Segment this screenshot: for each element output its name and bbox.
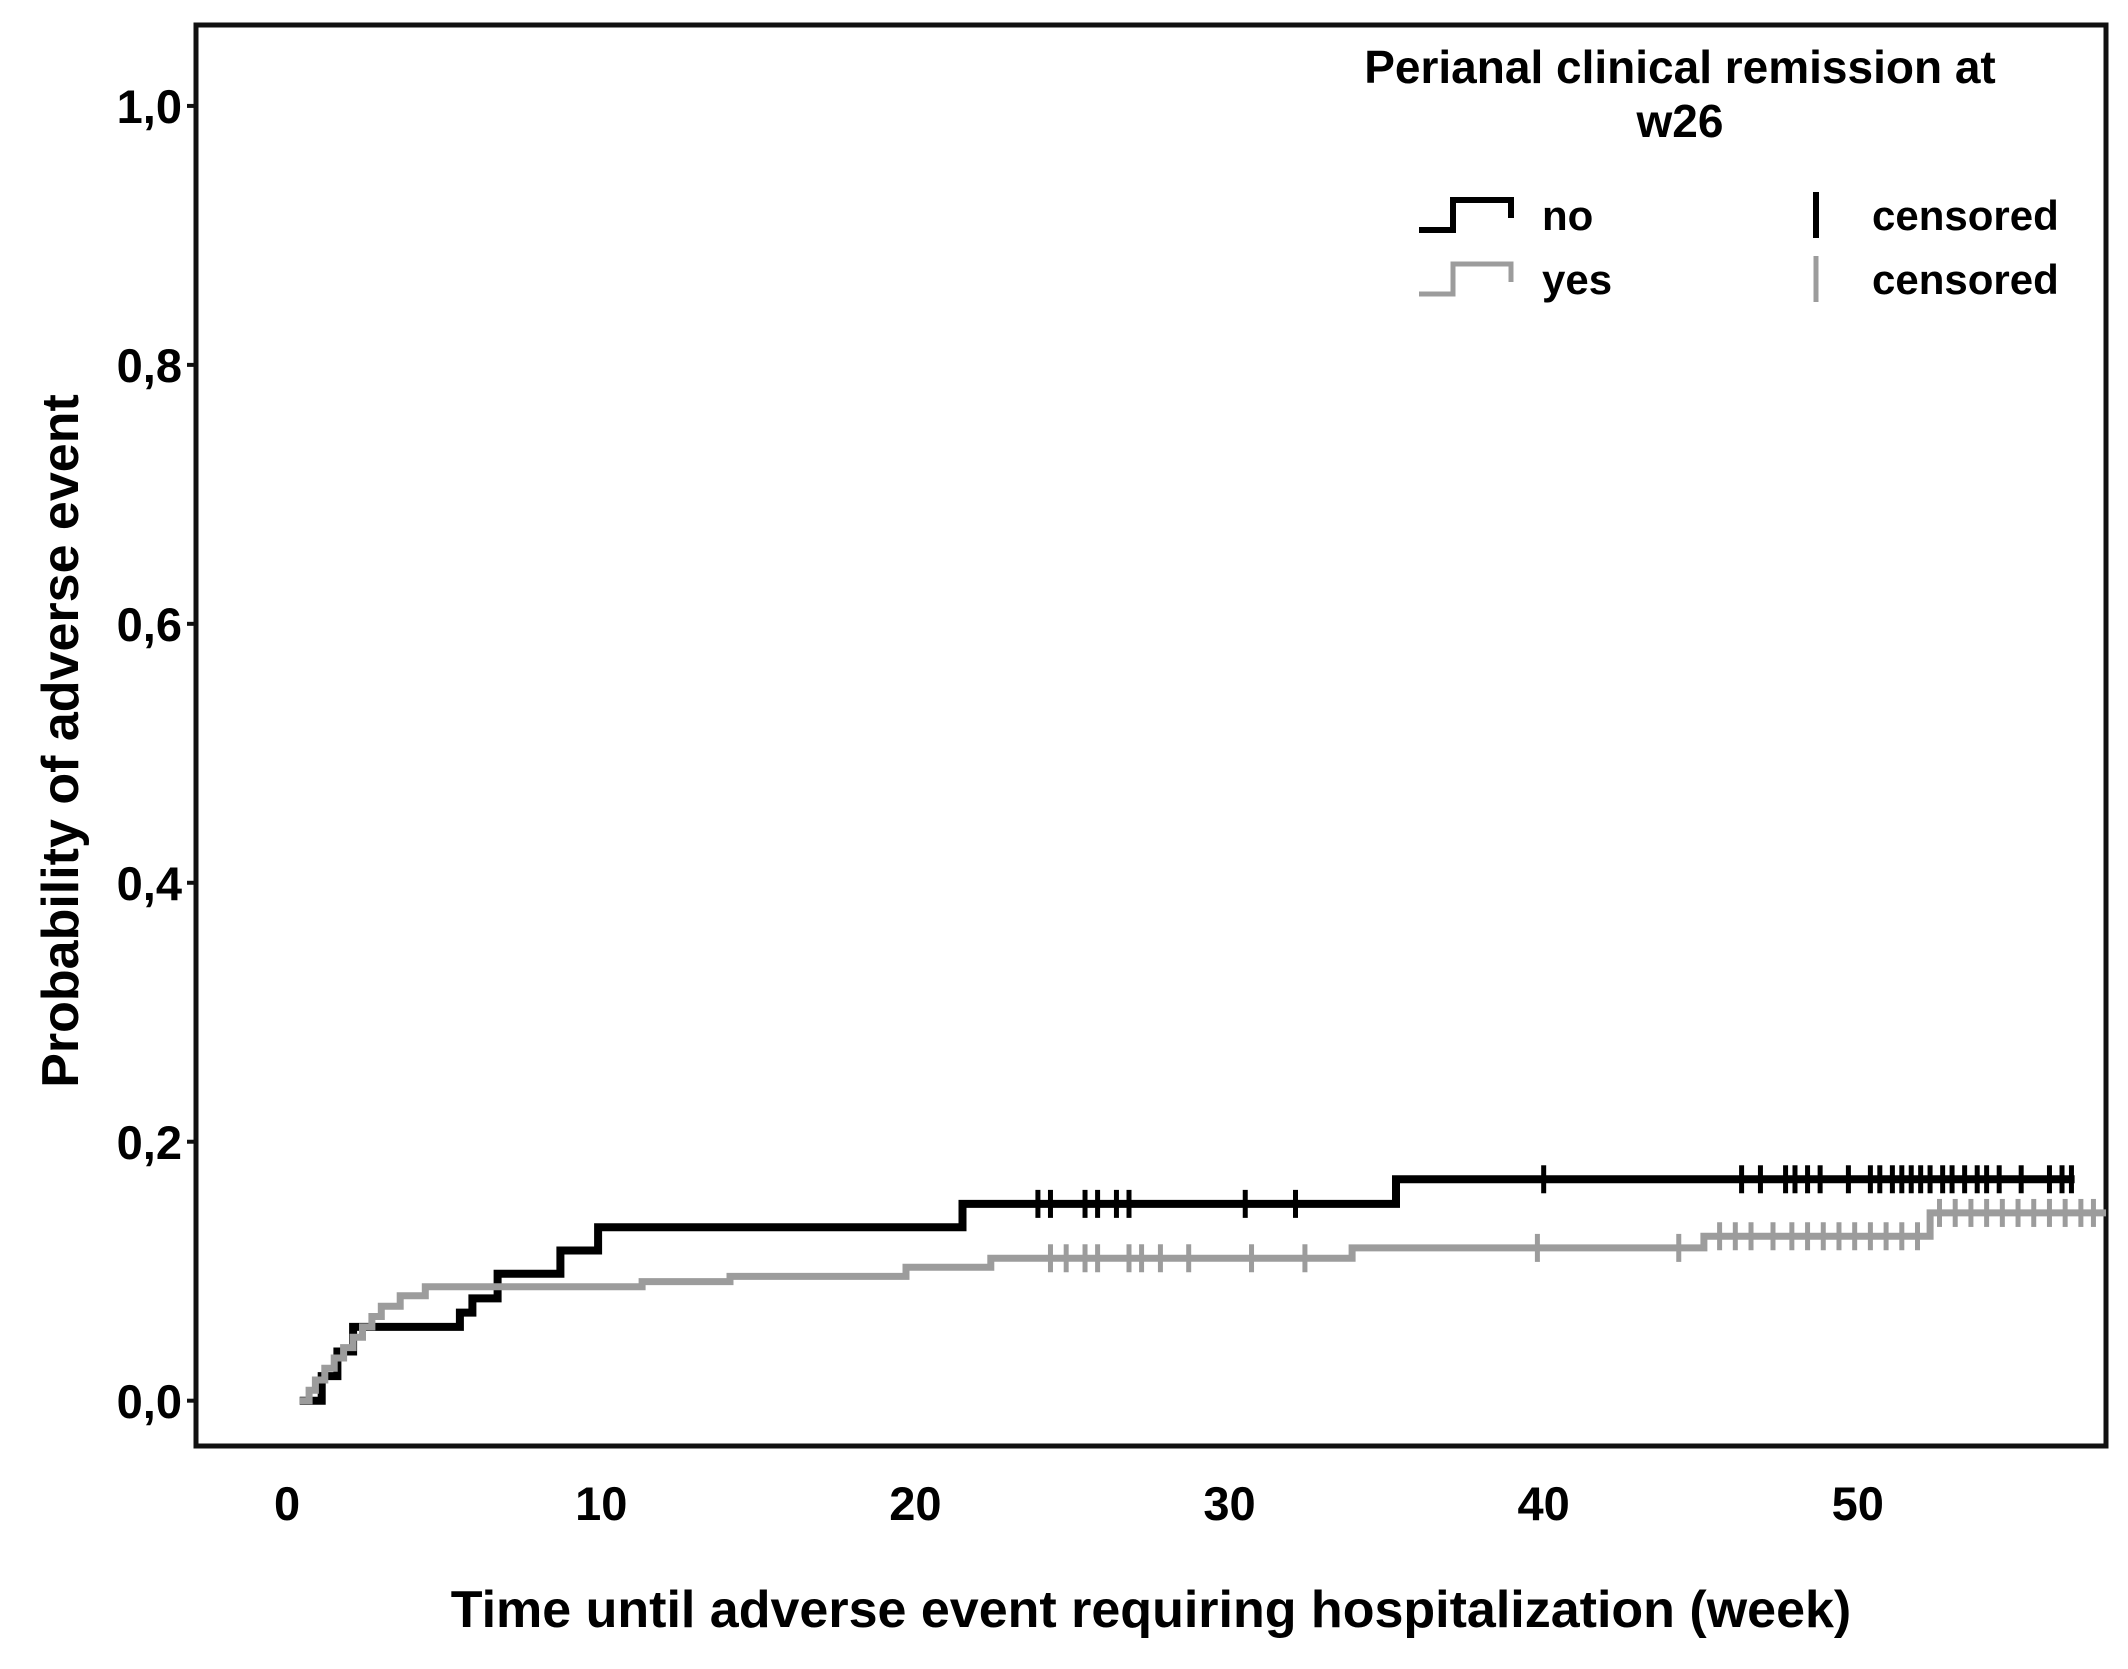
legend: Perianal clinical remission at w26 no cen… xyxy=(1250,40,2110,328)
y-tick-label-5: 1,0 xyxy=(116,79,182,133)
legend-censored-tick-icon-yes xyxy=(1813,256,1819,302)
legend-row-yes: yes censored xyxy=(1250,252,2110,312)
legend-step-line-icon-yes xyxy=(1419,261,1514,297)
x-tick-label-4: 40 xyxy=(1517,1477,1570,1530)
legend-row-no: no censored xyxy=(1250,188,2110,248)
legend-censored-label-yes: censored xyxy=(1872,256,2059,303)
x-tick-label-1: 10 xyxy=(575,1477,628,1530)
legend-censored-label-no: censored xyxy=(1872,192,2059,239)
y-tick-label-4: 0,8 xyxy=(116,338,182,392)
legend-censored-tick-icon-no xyxy=(1813,192,1819,238)
y-axis-title: Probability of adverse event xyxy=(32,394,90,1088)
legend-title-line1: Perianal clinical remission at xyxy=(1364,41,1996,93)
legend-title: Perianal clinical remission at w26 xyxy=(1250,40,2110,148)
survival-curve-yes xyxy=(299,1209,2106,1405)
legend-rows: no censored yes censored xyxy=(1250,188,2110,328)
legend-label-no: no xyxy=(1542,192,1594,239)
x-tick-label-5: 50 xyxy=(1831,1477,1884,1530)
plot-border xyxy=(193,22,2109,1449)
legend-label-yes: yes xyxy=(1542,256,1613,303)
legend-title-line2: w26 xyxy=(1636,95,1724,147)
y-tick-label-3: 0,6 xyxy=(116,597,182,651)
x-tick-label-3: 30 xyxy=(1203,1477,1256,1530)
y-tick-label-2: 0,4 xyxy=(116,856,182,910)
x-tick-label-2: 20 xyxy=(889,1477,942,1530)
y-tick-label-0: 0,0 xyxy=(116,1374,182,1428)
x-tick-label-0: 0 xyxy=(274,1477,301,1530)
y-tick-label-1: 0,2 xyxy=(116,1115,182,1169)
legend-step-line-icon-no xyxy=(1419,197,1514,233)
x-axis-title: Time until adverse event requiring hospi… xyxy=(450,1581,1852,1639)
